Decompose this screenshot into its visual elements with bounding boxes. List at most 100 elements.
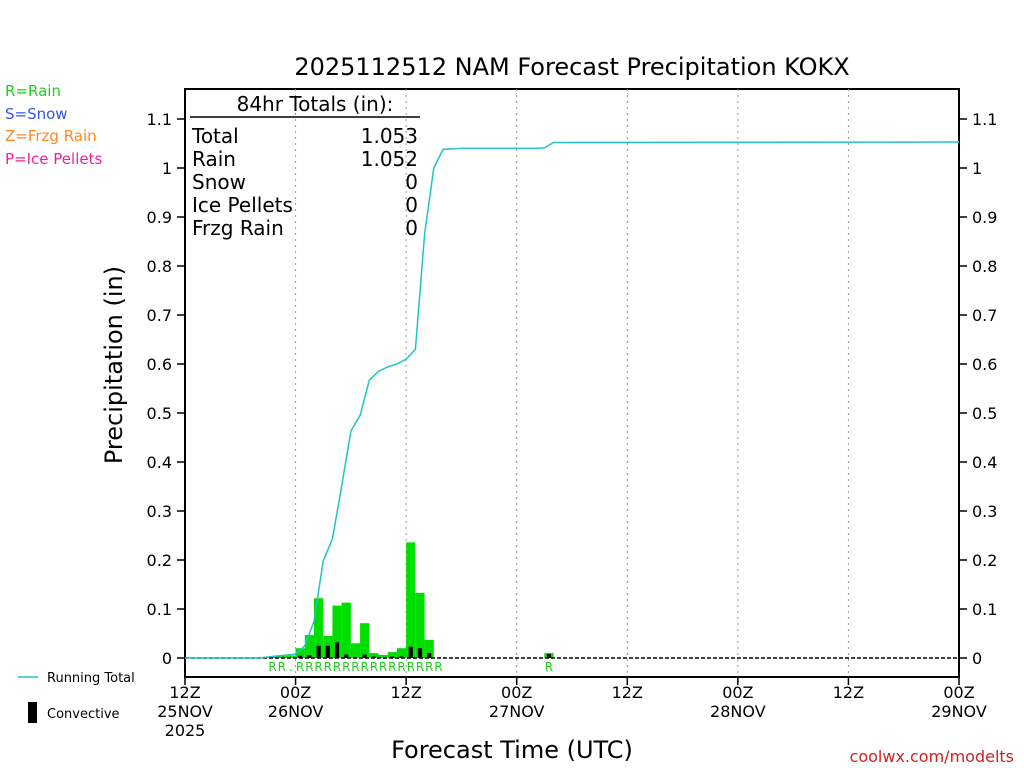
y-tick-label-left: 0.7 [147, 306, 172, 325]
convective-bar [427, 653, 432, 658]
y-tick-label-right: 0.6 [972, 355, 997, 374]
convective-bar [316, 645, 321, 658]
precip-bar [277, 656, 287, 658]
ptype-legend: R=Rain S=Snow Z=Frzg Rain P=Ice Pellets [5, 82, 102, 168]
y-tick-label-left: 0.3 [147, 502, 172, 521]
precip-bar [341, 602, 351, 658]
ptype-marker: R [268, 660, 276, 674]
y-tick-label-left: 0.1 [147, 600, 172, 619]
y-tick-label-right: 0 [972, 649, 982, 668]
convective-bar [334, 642, 340, 658]
ptype-marker: R [305, 660, 313, 674]
totals-label-snow: Snow [192, 170, 246, 194]
convective-bar [362, 654, 367, 658]
x-axis-label: Forecast Time (UTC) [391, 736, 633, 764]
convective-swatch [28, 702, 37, 723]
precip-bar [304, 634, 314, 658]
ptype-marker: R [545, 660, 553, 674]
y-tick-label-right: 0.5 [972, 404, 997, 423]
ptype-marker: R [416, 660, 424, 674]
legend-rain: R=Rain [5, 82, 61, 100]
y-tick-label-right: 0.9 [972, 208, 997, 227]
y-tick-label-right: 0.8 [972, 257, 997, 276]
convective-bar [307, 655, 312, 658]
legend-frzg-rain: Z=Frzg Rain [5, 127, 97, 145]
y-tick-label-left: 0.6 [147, 355, 172, 374]
y-tick-label-left: 1 [162, 159, 172, 178]
totals-value-rain: 1.052 [361, 147, 418, 171]
x-tick-label: 00Z [722, 683, 753, 702]
precip-bar [406, 542, 416, 658]
precip-bar [387, 652, 397, 658]
totals-label-rain: Rain [192, 147, 236, 171]
totals-label-frzg-rain: Frzg Rain [192, 216, 284, 240]
totals-header: 84hr Totals (in): [237, 92, 394, 116]
x-tick-label: 00Z [943, 683, 974, 702]
series-legend: Running Total Convective [18, 671, 135, 723]
x-tick-label: 28NOV [710, 702, 766, 721]
ptype-marker: R [425, 660, 433, 674]
convective-bar [344, 654, 349, 658]
y-tick-label-left: 0.4 [147, 453, 172, 472]
ptype-marker: R [407, 660, 415, 674]
ptype-marker: R [370, 660, 378, 674]
precip-bar [332, 605, 342, 658]
x-tick-label: 29NOV [931, 702, 987, 721]
vertical-gridlines [295, 89, 849, 677]
y-tick-label-left: 0 [162, 649, 172, 668]
ptype-marker: R [379, 660, 387, 674]
x-tick-label: 12Z [169, 683, 200, 702]
y-axis-ticks: 0 0 0.1 0.1 0.2 0.2 0.3 0.3 0.4 0.4 0.5 0.5 0.6 0.6 0.… [147, 110, 998, 668]
x-tick-label: 12Z [612, 683, 643, 702]
y-tick-label-left: 0.8 [147, 257, 172, 276]
ptype-marker: R [278, 660, 286, 674]
y-tick-label-right: 0.1 [972, 600, 997, 619]
running-total-legend-label: Running Total [47, 671, 135, 686]
x-tick-label: 2025 [165, 721, 206, 740]
y-tick-label-right: 1 [972, 159, 982, 178]
precip-bar [286, 655, 296, 658]
totals-value-ice-pellets: 0 [405, 193, 418, 217]
x-tick-label: 12Z [833, 683, 864, 702]
y-tick-label-left: 0.9 [147, 208, 172, 227]
x-tick-label: 25NOV [157, 702, 213, 721]
precip-bar [396, 648, 407, 658]
ptype-marker: R [333, 660, 341, 674]
precip-bar [295, 648, 305, 658]
convective-bar [408, 646, 413, 658]
y-tick-label-left: 0.5 [147, 404, 172, 423]
precip-bar [360, 623, 370, 658]
chart-title: 2025112512 NAM Forecast Precipitation KO… [294, 53, 849, 81]
y-tick-label-right: 0.2 [972, 551, 997, 570]
x-tick-label: 12Z [390, 683, 421, 702]
y-tick-label-left: 1.1 [147, 110, 172, 129]
x-tick-label: 00Z [280, 683, 311, 702]
x-tick-label: 26NOV [268, 702, 324, 721]
y-tick-label-right: 0.4 [972, 453, 997, 472]
y-tick-label-left: 0.2 [147, 551, 172, 570]
ptype-marker: R [342, 660, 350, 674]
x-tick-label: 00Z [501, 683, 532, 702]
ptype-marker: R [388, 660, 396, 674]
ptype-marker: R [314, 660, 322, 674]
ptype-marker: . [289, 660, 293, 674]
y-tick-label-right: 0.7 [972, 306, 997, 325]
precip-bar [314, 598, 324, 658]
totals-box: 84hr Totals (in): Total 1.053 Rain 1.052… [190, 92, 420, 240]
y-tick-label-right: 0.3 [972, 502, 997, 521]
y-axis-label: Precipitation (in) [100, 266, 128, 464]
precip-bar [378, 655, 388, 658]
convective-bar [417, 648, 423, 658]
convective-bar [298, 655, 303, 658]
running-total-line [185, 141, 960, 659]
ptype-marker: R [296, 660, 304, 674]
legend-snow: S=Snow [5, 105, 68, 123]
ptype-marker: R [397, 660, 405, 674]
y-tick-label-right: 1.1 [972, 110, 997, 129]
precip-bar [369, 653, 379, 658]
convective-bar [546, 654, 552, 658]
credit-text: coolwx.com/modelts [850, 747, 1014, 766]
